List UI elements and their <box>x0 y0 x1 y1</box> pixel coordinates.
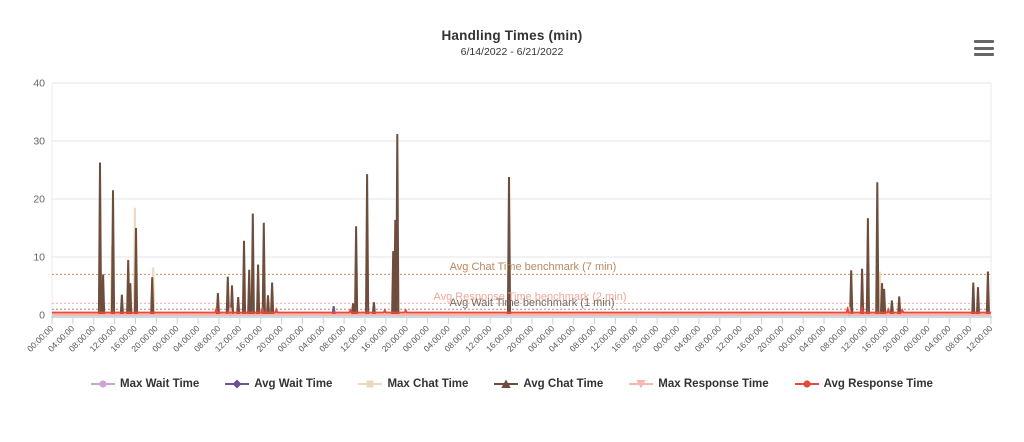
series-lines <box>52 133 991 316</box>
triangle-marker-icon <box>494 379 519 388</box>
legend-label: Max Response Time <box>658 378 769 390</box>
y-axis-label: 20 <box>33 194 45 206</box>
chart-context-menu-button[interactable] <box>972 39 996 57</box>
legend-item-max-chat-time[interactable]: Max Chat Time <box>358 378 468 390</box>
series-max-response-time <box>52 306 991 316</box>
y-gridlines: 0 10 20 30 40 <box>33 78 991 322</box>
legend-label: Max Chat Time <box>387 378 469 390</box>
y-axis-label: 30 <box>33 136 45 148</box>
circle-marker-icon <box>91 380 116 388</box>
legend-item-avg-response-time[interactable]: Avg Response Time <box>794 378 933 390</box>
series-avg-response-time <box>52 304 991 314</box>
diamond-marker-icon <box>225 379 250 389</box>
legend-label: Avg Wait Time <box>254 378 333 390</box>
chart-legend: Max Wait Time Avg Wait Time Max Chat Time A… <box>0 378 1024 390</box>
legend-label: Max Wait Time <box>120 378 200 390</box>
legend-item-max-response-time[interactable]: Max Response Time <box>629 378 769 390</box>
circle-marker-icon <box>794 380 819 388</box>
chart-title: Handling Times (min) <box>441 28 583 43</box>
x-axis-labels: 00:00:0004:00:0008:00:0012:00:0016:00:00… <box>25 318 995 354</box>
legend-label: Avg Chat Time <box>523 378 604 390</box>
chart-subtitle: 6/14/2022 - 6/21/2022 <box>460 46 564 58</box>
y-axis-label: 40 <box>33 78 45 90</box>
series-avg-chat-time <box>52 133 991 316</box>
legend-label: Avg Response Time <box>823 378 933 390</box>
triangle-down-marker-icon <box>629 380 654 389</box>
hamburger-icon <box>974 40 994 43</box>
legend-item-max-wait-time[interactable]: Max Wait Time <box>91 378 199 390</box>
legend-item-avg-wait-time[interactable]: Avg Wait Time <box>225 378 332 390</box>
y-axis-label: 0 <box>39 310 45 322</box>
y-axis-label: 10 <box>33 252 45 264</box>
plot-area: 0 10 20 30 40 00:00:0004:00:0008:00:0012:00:0… <box>25 78 995 354</box>
square-marker-icon <box>358 380 383 388</box>
legend-item-avg-chat-time[interactable]: Avg Chat Time <box>494 378 603 390</box>
